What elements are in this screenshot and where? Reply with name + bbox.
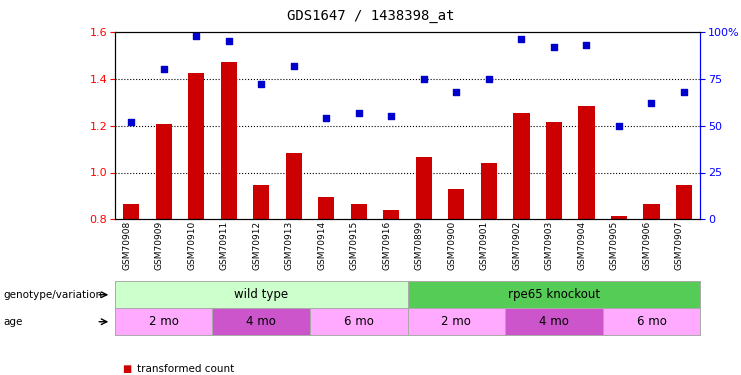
Bar	[676, 185, 692, 219]
Bar	[188, 73, 205, 219]
Point	[255, 81, 267, 87]
Point	[353, 110, 365, 116]
Text: ■: ■	[122, 364, 131, 374]
Point	[483, 76, 495, 82]
Bar	[546, 122, 562, 219]
Text: 4 mo: 4 mo	[246, 315, 276, 328]
Text: 2 mo: 2 mo	[442, 315, 471, 328]
Bar	[514, 113, 530, 219]
Point	[548, 44, 559, 50]
Point	[451, 89, 462, 95]
Point	[678, 89, 690, 95]
Bar	[611, 216, 627, 219]
Text: genotype/variation: genotype/variation	[4, 290, 103, 300]
Bar	[578, 106, 594, 219]
Text: transformed count: transformed count	[137, 364, 234, 374]
Bar	[448, 189, 465, 219]
Text: 4 mo: 4 mo	[539, 315, 569, 328]
Bar	[221, 62, 237, 219]
Bar	[383, 210, 399, 219]
Bar	[253, 185, 269, 219]
Point	[223, 38, 235, 44]
Point	[385, 113, 397, 119]
Bar	[285, 153, 302, 219]
Bar	[643, 204, 659, 219]
Bar	[602, 308, 700, 335]
Bar	[408, 308, 505, 335]
Point	[125, 119, 137, 125]
Bar	[213, 308, 310, 335]
Bar	[408, 281, 700, 308]
Text: rpe65 knockout: rpe65 knockout	[508, 288, 600, 301]
Bar	[123, 204, 139, 219]
Bar	[481, 163, 497, 219]
Bar	[115, 308, 213, 335]
Text: 6 mo: 6 mo	[637, 315, 666, 328]
Bar	[350, 204, 367, 219]
Point	[158, 66, 170, 72]
Text: wild type: wild type	[234, 288, 288, 301]
Point	[516, 36, 528, 42]
Point	[613, 123, 625, 129]
Bar	[310, 308, 408, 335]
Text: GDS1647 / 1438398_at: GDS1647 / 1438398_at	[287, 9, 454, 23]
Text: 6 mo: 6 mo	[344, 315, 373, 328]
Point	[190, 33, 202, 39]
Bar	[416, 157, 432, 219]
Point	[418, 76, 430, 82]
Point	[580, 42, 592, 48]
Text: 2 mo: 2 mo	[149, 315, 179, 328]
Bar	[115, 281, 408, 308]
Point	[320, 115, 332, 121]
Bar	[318, 197, 334, 219]
Bar	[156, 124, 172, 219]
Bar	[505, 308, 602, 335]
Point	[288, 63, 299, 69]
Text: age: age	[4, 317, 23, 327]
Point	[645, 100, 657, 106]
